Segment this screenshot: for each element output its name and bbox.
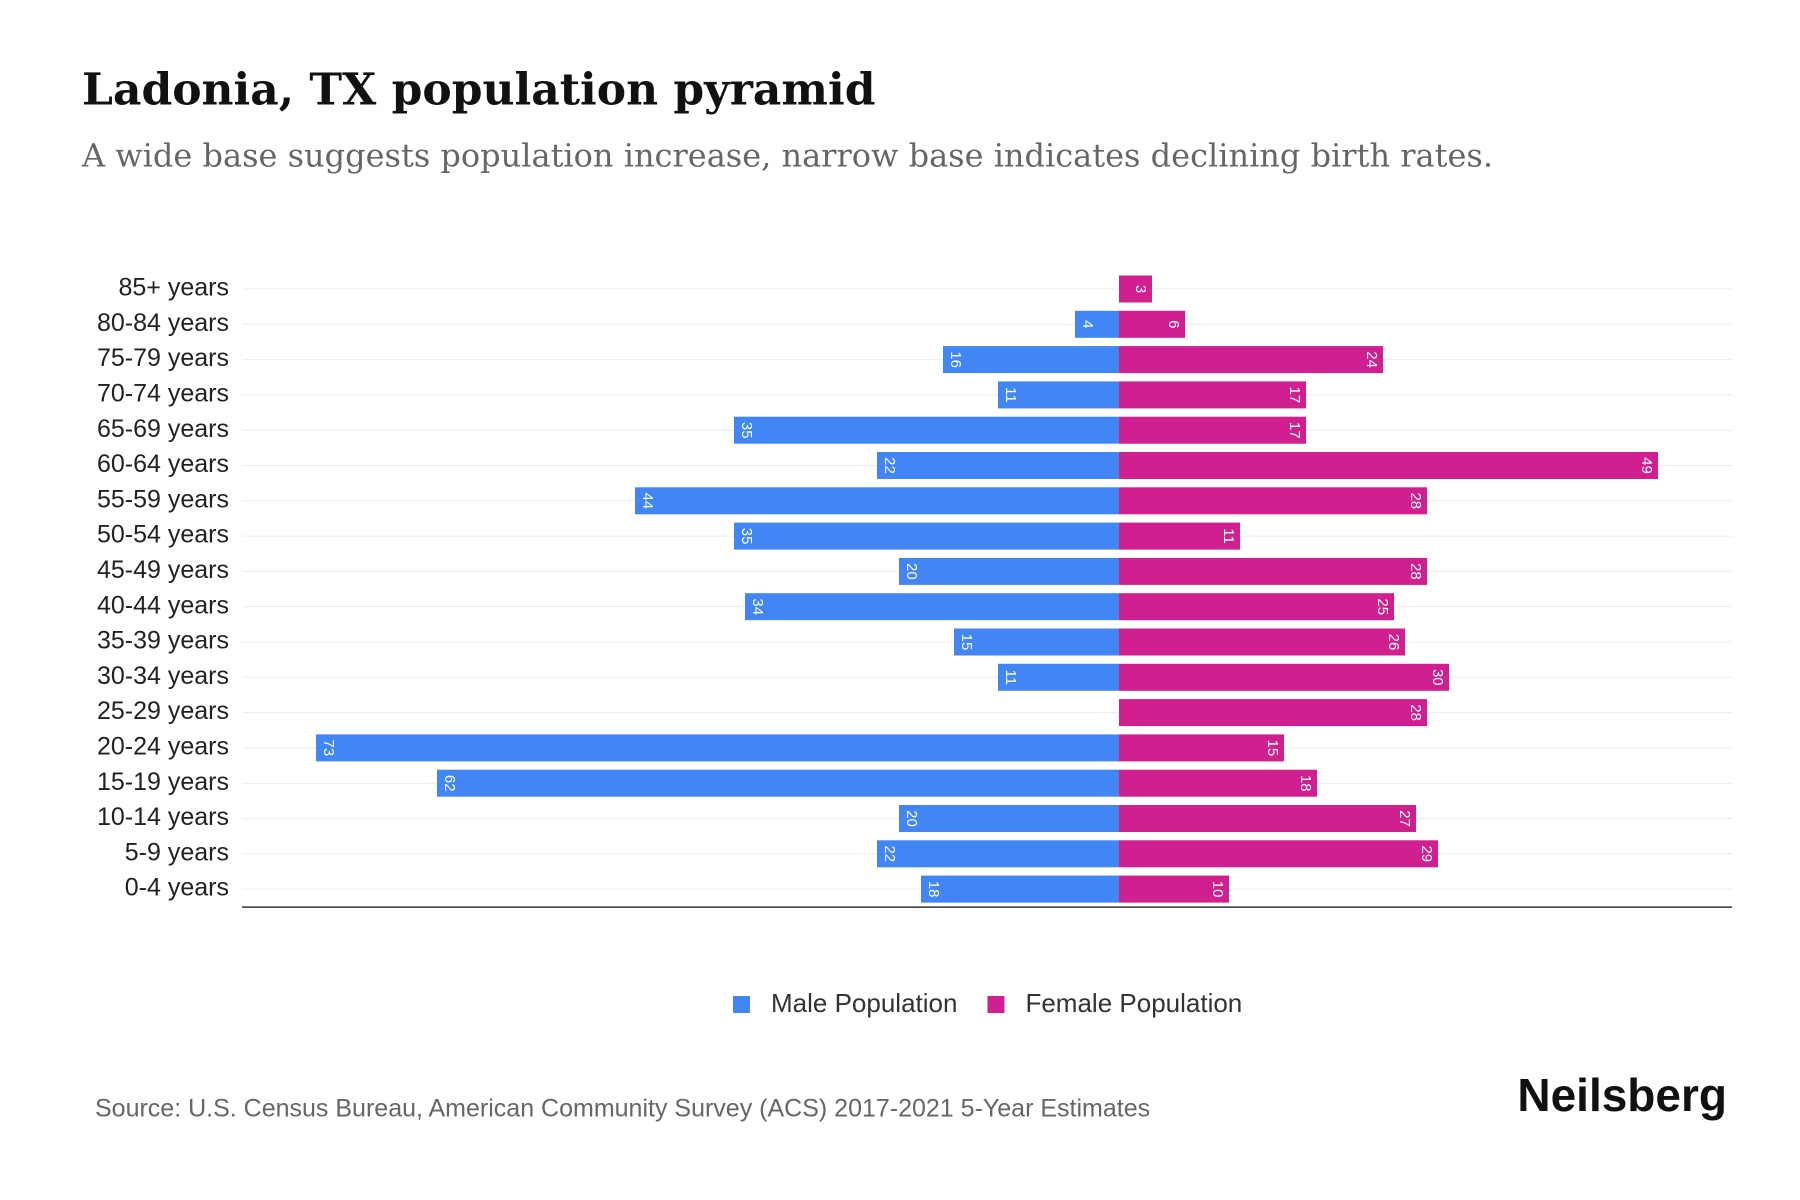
bar xyxy=(316,734,1119,762)
bar xyxy=(1119,522,1240,550)
value-label: 30 xyxy=(1429,669,1446,686)
value-label: 22 xyxy=(881,457,898,474)
value-label: 11 xyxy=(1002,670,1019,686)
value-label: 4 xyxy=(1079,320,1096,328)
bar xyxy=(1119,734,1284,762)
bar xyxy=(635,487,1119,515)
bar xyxy=(734,416,1119,444)
value-label: 18 xyxy=(1297,775,1314,792)
bar xyxy=(1119,310,1185,338)
y-tick-label: 65-69 years xyxy=(97,415,229,443)
bar xyxy=(1119,452,1658,479)
bar xyxy=(1119,628,1405,656)
bar xyxy=(877,452,1119,479)
y-tick-label: 80-84 years xyxy=(97,309,229,337)
value-label: 26 xyxy=(1385,634,1402,651)
y-tick-label: 50-54 years xyxy=(97,521,229,549)
value-label: 6 xyxy=(1165,320,1182,328)
y-tick-label: 30-34 years xyxy=(97,662,229,690)
bar xyxy=(1119,416,1306,444)
y-tick-label: 60-64 years xyxy=(97,450,229,478)
bar xyxy=(1119,593,1394,621)
value-label: 15 xyxy=(1264,740,1281,757)
bar xyxy=(1119,557,1427,585)
y-tick-label: 75-79 years xyxy=(97,344,229,372)
value-label: 73 xyxy=(320,740,337,757)
y-tick-label: 35-39 years xyxy=(97,627,229,655)
bar xyxy=(1119,381,1306,409)
y-tick-label: 85+ years xyxy=(119,274,230,302)
value-label: 11 xyxy=(1220,528,1237,544)
bar xyxy=(1119,275,1152,303)
y-tick-label: 55-59 years xyxy=(97,485,229,513)
bar xyxy=(1119,769,1317,797)
value-label: 18 xyxy=(925,881,942,898)
bar xyxy=(943,346,1119,374)
y-tick-label: 15-19 years xyxy=(97,768,229,796)
value-label: 28 xyxy=(1407,704,1424,721)
bar xyxy=(921,875,1119,903)
value-label: 28 xyxy=(1407,492,1424,509)
legend-swatch xyxy=(987,996,1005,1013)
value-label: 22 xyxy=(881,845,898,862)
y-tick-label: 25-29 years xyxy=(97,697,229,725)
bar xyxy=(1119,805,1416,832)
y-tick-label: 0-4 years xyxy=(125,874,229,902)
bar xyxy=(899,805,1119,832)
chart-title: Ladonia, TX population pyramid xyxy=(82,65,875,116)
value-label: 20 xyxy=(903,810,920,827)
bar xyxy=(734,522,1119,550)
bar xyxy=(1119,346,1383,374)
value-label: 11 xyxy=(1002,387,1019,403)
value-label: 28 xyxy=(1407,563,1424,580)
bar xyxy=(1119,840,1438,868)
bar xyxy=(998,663,1119,691)
value-label: 3 xyxy=(1132,285,1149,293)
legend-swatch xyxy=(733,996,750,1013)
source: Source: U.S. Census Bureau, American Com… xyxy=(95,1095,1150,1123)
value-label: 27 xyxy=(1396,810,1413,827)
value-label: 49 xyxy=(1638,457,1655,474)
bar xyxy=(954,628,1119,656)
value-label: 25 xyxy=(1374,598,1391,615)
bar xyxy=(1075,310,1119,338)
value-label: 35 xyxy=(738,422,755,439)
bar xyxy=(437,769,1119,797)
value-label: 16 xyxy=(947,351,964,368)
y-tick-label: 45-49 years xyxy=(97,556,229,584)
value-label: 24 xyxy=(1363,351,1380,368)
bar xyxy=(877,840,1119,868)
value-label: 62 xyxy=(441,775,458,792)
value-label: 20 xyxy=(903,563,920,580)
y-tick-label: 40-44 years xyxy=(97,591,229,619)
y-tick-label: 10-14 years xyxy=(97,803,229,831)
chart-subtitle: A wide base suggests population increase… xyxy=(81,137,1493,175)
bar xyxy=(1119,663,1449,691)
bar xyxy=(899,557,1119,585)
value-label: 15 xyxy=(958,634,975,651)
bar xyxy=(998,381,1119,409)
y-tick-label: 70-74 years xyxy=(97,380,229,408)
legend-label: Female Population xyxy=(1025,988,1242,1018)
legend-label: Male Population xyxy=(771,988,957,1018)
value-label: 17 xyxy=(1286,387,1303,404)
value-label: 44 xyxy=(639,492,656,509)
bar xyxy=(745,593,1119,621)
value-label: 10 xyxy=(1209,881,1226,898)
value-label: 17 xyxy=(1286,422,1303,439)
value-label: 34 xyxy=(749,598,766,615)
value-label: 29 xyxy=(1418,845,1435,862)
value-label: 35 xyxy=(738,528,755,545)
brand: Neilsberg xyxy=(1517,1069,1727,1121)
bar xyxy=(1119,487,1427,515)
y-tick-label: 20-24 years xyxy=(97,733,229,761)
y-tick-label: 5-9 years xyxy=(125,838,229,866)
bar xyxy=(1119,875,1229,903)
bar xyxy=(1119,699,1427,727)
